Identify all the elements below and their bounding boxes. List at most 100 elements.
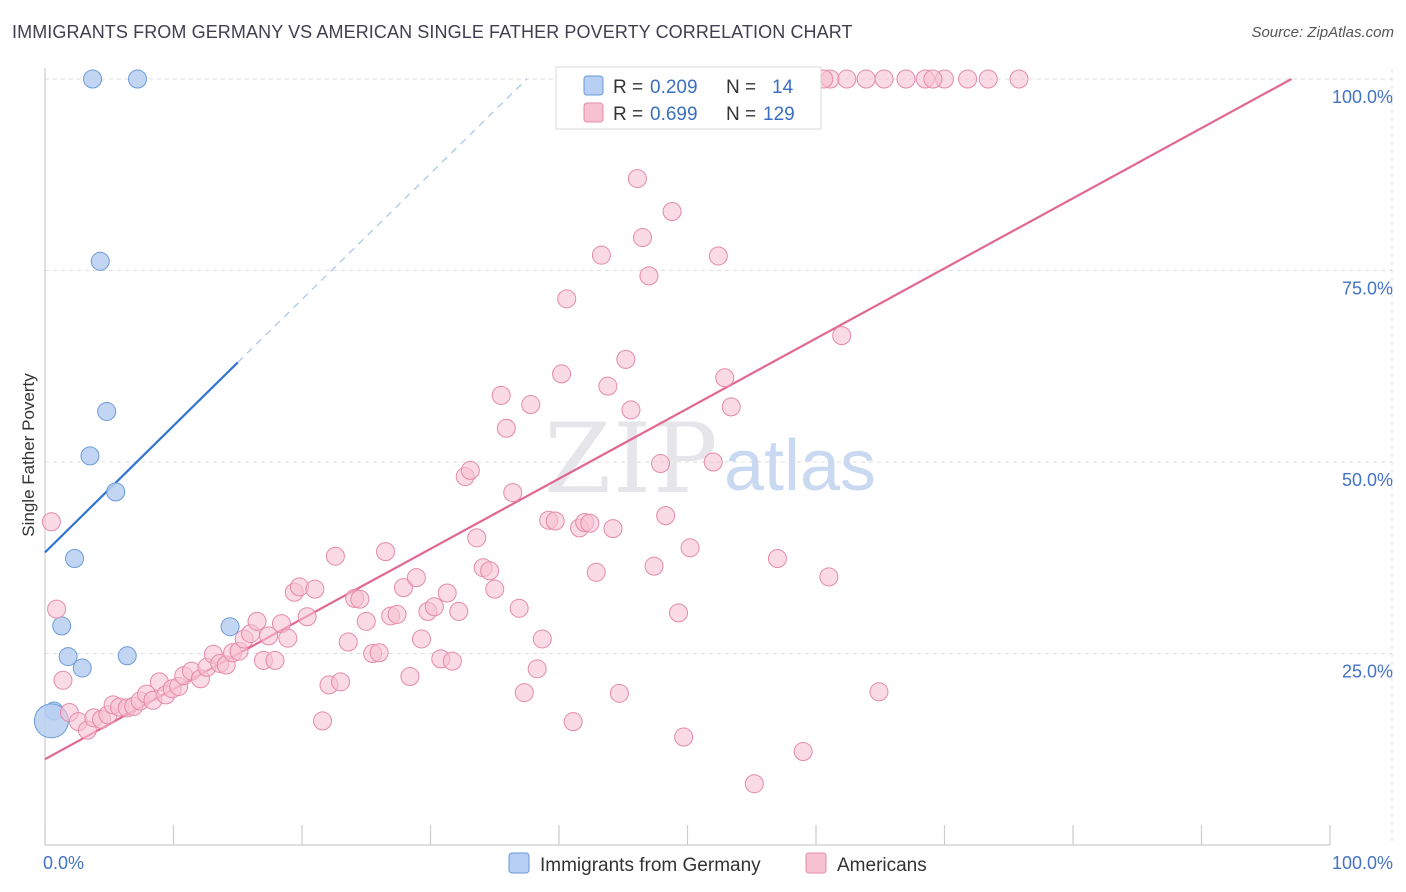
data-point-americans — [509, 598, 529, 618]
data-point-americans — [278, 628, 298, 648]
data-point-americans — [265, 650, 285, 670]
x-tick-label: 100.0% — [1332, 853, 1393, 873]
data-point-americans — [338, 632, 358, 652]
data-point-germany — [65, 549, 85, 569]
stats-legend-r-value-pink: 0.699 — [650, 104, 698, 125]
data-point-americans — [708, 246, 728, 266]
data-point-americans — [424, 597, 444, 617]
data-point-americans — [669, 603, 689, 623]
data-point-germany — [58, 647, 78, 667]
data-point-americans — [41, 512, 61, 532]
data-point-americans — [412, 629, 432, 649]
data-point-americans — [491, 385, 511, 405]
data-point-germany — [117, 646, 137, 666]
data-point-germany — [97, 401, 117, 421]
data-point-americans — [680, 538, 700, 558]
data-point-germany — [106, 482, 126, 502]
data-point-americans — [627, 169, 647, 189]
data-point-americans — [406, 568, 426, 588]
data-point-americans — [247, 611, 267, 631]
data-point-americans — [356, 611, 376, 631]
y-tick-label: 100.0% — [1332, 87, 1393, 107]
data-point-americans — [460, 460, 480, 480]
stats-legend-r-value-blue: 0.209 — [650, 77, 698, 98]
chart-source: Source: ZipAtlas.com — [1251, 24, 1394, 41]
data-point-americans — [819, 567, 839, 587]
data-point-americans — [369, 643, 389, 663]
data-point-americans — [958, 69, 978, 89]
data-point-americans — [545, 511, 565, 531]
data-point-americans — [527, 659, 547, 679]
data-point-americans — [674, 727, 694, 747]
data-point-americans — [47, 599, 67, 619]
data-point-americans — [521, 395, 541, 415]
data-point-americans — [53, 670, 73, 690]
data-point-americans — [503, 483, 523, 503]
data-point-americans — [586, 562, 606, 582]
chart-title: IMMIGRANTS FROM GERMANY VS AMERICAN SING… — [12, 22, 853, 42]
data-point-americans — [394, 578, 414, 598]
data-point-americans — [793, 742, 813, 762]
data-point-americans — [837, 69, 857, 89]
stats-legend-swatch-pink — [583, 102, 604, 123]
data-point-americans — [297, 607, 317, 627]
data-point-americans — [721, 397, 741, 417]
stats-legend-r-label-blue: R = — [613, 77, 648, 98]
y-tick-label: 50.0% — [1342, 470, 1393, 490]
data-point-americans — [313, 711, 333, 731]
stats-legend-r-label-pink: R = — [613, 104, 648, 125]
data-point-americans — [387, 604, 407, 624]
data-point-americans — [923, 69, 943, 89]
data-point-americans — [767, 549, 787, 569]
data-point-americans — [896, 69, 916, 89]
data-point-americans — [400, 666, 420, 686]
data-point-americans — [644, 556, 664, 576]
data-point-americans — [598, 376, 618, 396]
data-point-americans — [449, 601, 469, 621]
data-point-americans — [580, 513, 600, 533]
stats-legend-n-label-pink: N = — [726, 104, 761, 125]
legend-swatch-germany — [508, 852, 530, 874]
data-point-americans — [662, 202, 682, 222]
stats-legend-n-value-blue: 14 — [772, 77, 794, 98]
data-point-germany — [80, 446, 100, 466]
data-point-americans — [437, 583, 457, 603]
stats-legend-n-label-blue: N = — [726, 77, 761, 98]
data-point-americans — [514, 683, 534, 703]
data-point-americans — [563, 712, 583, 732]
y-tick-label: 25.0% — [1342, 662, 1393, 682]
trend-line-germany — [44, 361, 239, 554]
data-point-americans — [603, 519, 623, 539]
data-point-americans — [633, 228, 653, 248]
data-points — [33, 69, 1029, 794]
data-point-americans — [331, 672, 351, 692]
legend-label-germany: Immigrants from Germany — [540, 855, 761, 876]
data-point-americans — [1009, 69, 1029, 89]
y-tick-label: 75.0% — [1342, 279, 1393, 299]
data-point-americans — [591, 245, 611, 265]
data-point-americans — [651, 454, 671, 474]
data-point-americans — [442, 651, 462, 671]
data-point-americans — [609, 683, 629, 703]
data-point-americans — [832, 326, 852, 346]
data-point-germany — [220, 617, 240, 637]
data-point-americans — [869, 682, 889, 702]
data-point-americans — [557, 289, 577, 309]
data-point-americans — [325, 546, 345, 566]
data-point-americans — [467, 528, 487, 548]
data-point-americans — [744, 774, 764, 794]
data-point-americans — [978, 69, 998, 89]
tick-labels: 25.0% 50.0% 75.0% 100.0% 0.0% 100.0% — [43, 87, 1393, 873]
trend-line-americans — [44, 78, 1292, 761]
data-point-americans — [656, 506, 676, 526]
data-point-americans — [532, 629, 552, 649]
data-point-americans — [703, 452, 723, 472]
data-point-americans — [259, 626, 279, 646]
data-point-germany — [128, 69, 148, 89]
data-point-americans — [305, 579, 325, 599]
stats-legend-swatch-blue — [583, 75, 604, 96]
data-point-germany — [52, 616, 72, 636]
data-point-americans — [496, 418, 516, 438]
legend-swatch-americans — [805, 852, 827, 874]
